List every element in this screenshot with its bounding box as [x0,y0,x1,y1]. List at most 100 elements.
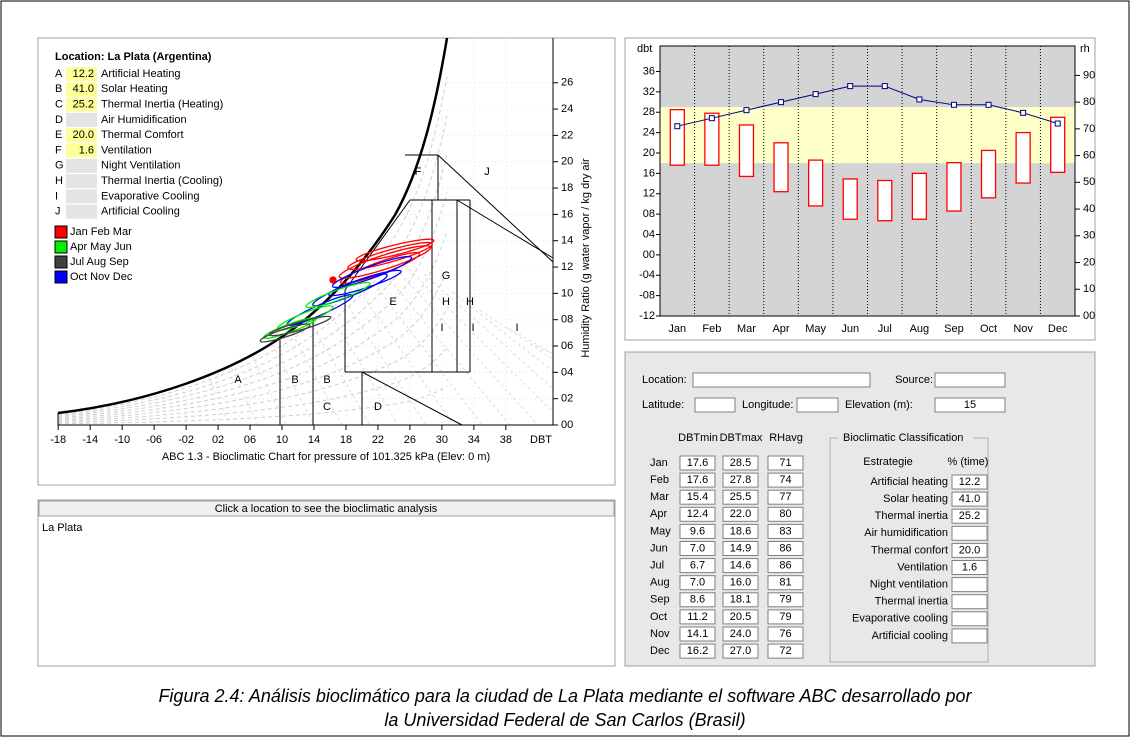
percent-box [951,525,988,541]
month-label: Mar [650,491,669,503]
x-tick-label: 06 [244,434,256,446]
y-axis-label: Humidity Ratio (g water vapor / kg dry a… [580,158,592,358]
table-cell-box [679,455,716,471]
table-cell: 80 [779,508,791,520]
strategy-letter: I [55,190,58,202]
table-header: DBTmax [720,432,763,444]
y-tick-label: 32 [643,86,655,98]
figure-caption: Figura 2.4: Análisis bioclimático para l… [158,686,972,706]
month-label: Jan [650,457,668,469]
y2-tick-label: 40 [1083,203,1095,215]
percent-box [951,577,988,593]
x-tick-label: Jan [668,323,686,335]
y-tick-label: 04 [561,366,573,378]
table-cell: 28.5 [730,457,751,469]
table-cell: 8.6 [690,594,705,606]
y-tick-label: 06 [561,340,573,352]
strategy-name: Thermal confort [871,544,948,556]
table-cell-box [767,541,804,556]
table-cell: 79 [779,594,791,606]
zone-label: E [389,296,396,308]
strategy-name: Artificial cooling [872,630,948,642]
y-tick-label: 02 [561,393,573,405]
temperature-range-bar [807,159,824,207]
table-cell-box [722,558,759,574]
location-item[interactable]: La Plata [42,522,83,534]
y-tick-label: 16 [561,208,573,220]
zone-label: D [374,401,382,413]
y2-tick-label: 70 [1083,123,1095,135]
table-cell-box [767,609,804,625]
relative-humidity-curve [58,270,447,420]
table-cell-box [722,541,759,556]
table-cell-box [767,472,804,488]
temperature-range-bar [669,109,685,166]
source-box [934,372,1006,388]
x-tick-label: -02 [178,434,194,446]
elevation-label: Elevation (m): [845,399,913,411]
y-tick-label: 36 [643,65,655,77]
percent-value: 25.2 [959,510,980,522]
x-tick-label: 38 [500,434,512,446]
x-tick-label: Aug [910,323,930,335]
x-axis-end-label: DBT [530,434,552,446]
table-cell: 74 [779,474,791,486]
y2-tick-label: 00 [1083,310,1095,322]
table-cell-box [722,523,759,539]
x-tick-label: 30 [436,434,448,446]
humidity-marker [881,83,888,90]
source-label: Source: [895,374,933,386]
strategy-value-box [66,97,97,112]
table-cell: 76 [779,628,791,640]
y2-tick-label: 10 [1083,283,1095,295]
table-cell: 24.0 [730,628,751,640]
table-cell: 7.0 [690,577,705,589]
x-tick-label: -14 [82,434,98,446]
percent-header: % (time) [948,456,989,468]
table-cell: 72 [779,645,791,657]
strategy-letter: F [55,144,62,156]
y-tick-label: 08 [561,314,573,326]
x-tick-label: Apr [772,323,789,335]
table-cell-box [767,489,804,505]
location-list-panel[interactable] [37,499,616,667]
location-box [692,372,871,388]
x-tick-label: Sep [944,323,964,335]
longitude-label: Longitude: [742,399,793,411]
percent-box [951,628,988,644]
zone-label: F [415,166,422,178]
legend-label: Oct Nov Dec [70,271,133,283]
strategy-letter: E [55,129,62,141]
y2-tick-label: 20 [1083,256,1095,268]
zone-label: C [323,401,331,413]
y-tick-label: 10 [561,287,573,299]
table-cell-box [722,455,759,471]
strategy-value-box [66,67,97,81]
figure-caption: la Universidad Federal de San Carlos (Br… [384,710,745,730]
climate-loops [259,238,435,343]
humidity-marker [916,96,923,103]
strategy-value: 41.0 [73,83,94,95]
zone-label: H [442,296,450,308]
table-cell-box [679,643,716,659]
table-cell: 14.6 [730,560,751,572]
table-cell: 12.4 [687,508,708,520]
x-tick-label: Nov [1013,323,1033,335]
table-cell-box [722,472,759,488]
strategy-name: Solar heating [883,493,948,505]
wet-bulb-line [395,255,553,425]
legend-label: Apr May Jun [70,241,132,253]
y-tick-label: 24 [643,127,655,139]
table-cell: 27.0 [730,645,751,657]
zone-label: H [466,296,474,308]
legend-label: Jan Feb Mar [70,226,132,238]
x-tick-label: Oct [980,323,997,335]
zone-label: G [442,270,451,282]
strategy-value-box [66,143,97,158]
strategy-label: Thermal Comfort [101,129,184,141]
table-cell-box [722,626,759,642]
strategy-value-box [66,189,97,204]
strategy-value-box [66,82,97,97]
strategy-letter: A [55,68,63,80]
humidity-marker [708,115,715,122]
